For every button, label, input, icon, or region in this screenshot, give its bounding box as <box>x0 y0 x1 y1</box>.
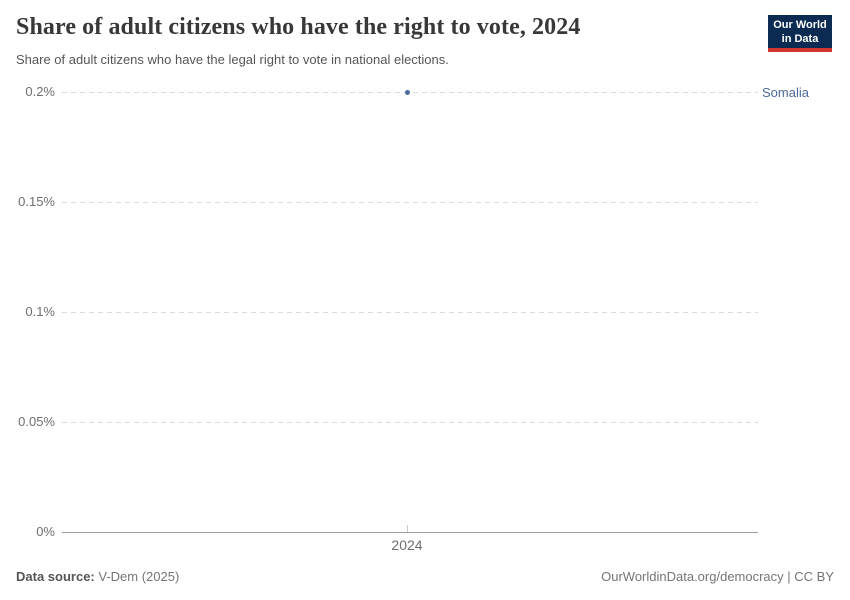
y-tick-label: 0% <box>36 524 55 539</box>
entity-label-somalia[interactable]: Somalia <box>762 85 809 100</box>
data-point-somalia[interactable] <box>405 90 410 95</box>
x-axis-line <box>62 532 758 533</box>
owid-logo-line1: Our World <box>773 19 827 31</box>
y-gridline <box>62 312 758 313</box>
x-tick-label: 2024 <box>391 537 423 553</box>
chart-subtitle: Share of adult citizens who have the leg… <box>16 52 449 67</box>
owid-logo-stripe <box>768 48 832 52</box>
y-gridline <box>62 422 758 423</box>
footer-data-source: Data source: V-Dem (2025) <box>16 569 179 584</box>
data-source-label: Data source: <box>16 569 95 584</box>
footer-credit[interactable]: OurWorldinData.org/democracy | CC BY <box>601 569 834 584</box>
data-source-value: V-Dem (2025) <box>98 569 180 584</box>
owid-logo[interactable]: Our World in Data <box>768 15 832 52</box>
y-gridline <box>62 92 758 93</box>
owid-logo-box: Our World in Data <box>768 15 832 48</box>
y-gridline <box>62 202 758 203</box>
page-title: Share of adult citizens who have the rig… <box>16 14 581 40</box>
owid-logo-line2: in Data <box>781 33 819 45</box>
y-tick-label: 0.05% <box>18 414 55 429</box>
x-axis-tick <box>407 525 408 532</box>
y-tick-label: 0.1% <box>25 304 55 319</box>
y-tick-label: 0.15% <box>18 194 55 209</box>
y-tick-label: 0.2% <box>25 84 55 99</box>
